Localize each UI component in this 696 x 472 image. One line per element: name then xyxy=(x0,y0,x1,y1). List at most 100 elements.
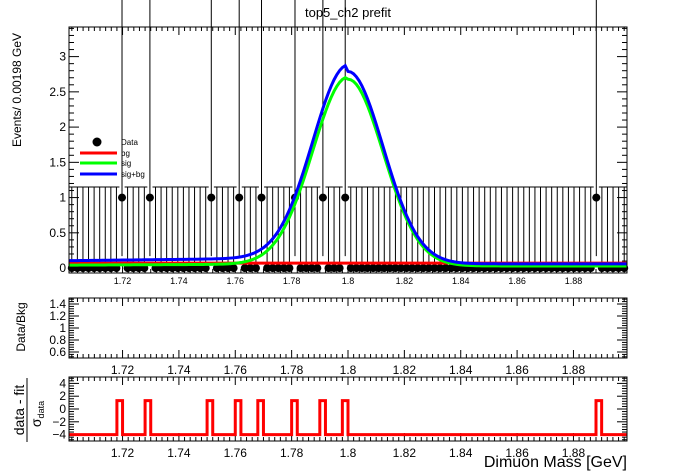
main-y-axis-label: Events/ 0.00198 GeV xyxy=(10,33,24,147)
data-point xyxy=(419,264,428,273)
pull-label-sigma: σ xyxy=(28,418,44,427)
ratio-panel: Data/Bkg 1.72 1.74 1.76 1.78 1.8 1.82 1.84 1.86… xyxy=(14,297,628,377)
pull-x-tick-label: 1.84 xyxy=(449,446,473,460)
data-point xyxy=(285,264,294,273)
main-frame xyxy=(68,26,628,274)
pull-y-axis-label: data - fit σdata xyxy=(11,378,46,442)
pull-label-denominator: σdata xyxy=(28,401,46,427)
ratio-y-tick-label: 1.2 xyxy=(49,309,66,323)
pull-x-tick-label: 1.74 xyxy=(167,446,191,460)
data-point xyxy=(263,264,272,273)
pull-label-numerator: data - fit xyxy=(11,385,27,436)
ratio-x-tick-label: 1.78 xyxy=(280,363,304,377)
data-point xyxy=(324,264,333,273)
data-point xyxy=(196,264,205,273)
ratio-x-tick-label: 1.74 xyxy=(167,363,191,377)
data-point xyxy=(224,264,233,273)
main-y-tick-label: 1 xyxy=(59,191,66,205)
pull-panel: data - fit σdata 1.72 1.74 1.76 1.78 1.8 1.82… xyxy=(11,376,628,471)
pull-y-tick-label: 0 xyxy=(59,402,66,416)
ratio-y-tick-label: 0.8 xyxy=(49,333,66,347)
pull-x-tick-label: 1.86 xyxy=(505,446,529,460)
ratio-x-tick-label: 1.76 xyxy=(224,363,248,377)
main-x-tick-label: 1.82 xyxy=(396,276,414,286)
pull-plot-area: 1.72 1.74 1.76 1.78 1.8 1.82 1.84 1.86 1.88 −4−20… xyxy=(52,376,627,460)
main-x-tick-label: 1.74 xyxy=(170,276,188,286)
pull-y-tick-label: 4 xyxy=(59,376,66,390)
ratio-frame xyxy=(68,297,628,359)
data-point xyxy=(274,264,283,273)
data-point xyxy=(145,193,154,202)
main-x-tick-label: 1.72 xyxy=(114,276,132,286)
main-plot-area: 1.72 1.74 1.76 1.78 1.8 1.82 1.84 1.86 1.88 0 0.5 1… xyxy=(49,0,629,286)
legend-sigbg-label: sig+bg xyxy=(121,170,145,179)
ratio-x-tick-label: 1.72 xyxy=(111,363,135,377)
ratio-x-tick-label: 1.8 xyxy=(340,363,357,377)
pull-series-line xyxy=(69,399,627,437)
main-y-tick-label: 2.5 xyxy=(49,85,66,99)
main-y-tick-label: 1.5 xyxy=(49,155,66,169)
data-point xyxy=(218,264,227,273)
main-x-tick-label: 1.76 xyxy=(227,276,245,286)
ratio-x-tick-label: 1.82 xyxy=(393,363,417,377)
data-point xyxy=(436,264,445,273)
main-y-tick-label: 0 xyxy=(59,261,66,275)
data-point xyxy=(391,264,400,273)
data-point xyxy=(212,264,221,273)
main-x-tick-label: 1.84 xyxy=(452,276,470,286)
ratio-x-tick-label: 1.86 xyxy=(505,363,529,377)
data-point xyxy=(313,264,322,273)
data-point xyxy=(363,264,372,273)
data-point xyxy=(397,264,406,273)
data-point xyxy=(201,264,210,273)
legend-sig-label: sig xyxy=(121,159,131,168)
main-y-tick-label: 0.5 xyxy=(49,226,66,240)
legend-bg-label: bg xyxy=(121,149,130,158)
ratio-y-tick-label: 0.6 xyxy=(49,345,66,359)
main-x-tick-label: 1.88 xyxy=(565,276,583,286)
main-y-tick-label: 3 xyxy=(59,50,66,64)
data-point xyxy=(357,264,366,273)
data-point xyxy=(307,264,316,273)
data-point xyxy=(184,264,193,273)
ratio-plot-area: 1.72 1.74 1.76 1.78 1.8 1.82 1.84 1.86 1.88 0.60.… xyxy=(49,297,627,377)
main-x-tick-label: 1.78 xyxy=(283,276,301,286)
data-point xyxy=(268,264,277,273)
legend: Data bg sig sig+bg xyxy=(80,137,145,179)
main-x-tick-label: 1.8 xyxy=(342,276,355,286)
data-point xyxy=(430,264,439,273)
pull-x-tick-label: 1.72 xyxy=(111,446,135,460)
data-point xyxy=(341,193,350,202)
pull-x-tick-label: 1.82 xyxy=(393,446,417,460)
pull-x-tick-label: 1.78 xyxy=(280,446,304,460)
data-point xyxy=(246,264,255,273)
data-point xyxy=(592,193,601,202)
legend-data-label: Data xyxy=(121,138,138,147)
data-point xyxy=(207,193,216,202)
chart-title: top5_ch2 prefit xyxy=(305,5,391,20)
data-point xyxy=(441,264,450,273)
data-point xyxy=(240,264,249,273)
data-point xyxy=(424,264,433,273)
data-point xyxy=(335,264,344,273)
data-point xyxy=(302,264,311,273)
ratio-x-tick-label: 1.84 xyxy=(449,363,473,377)
data-point xyxy=(385,264,394,273)
pull-x-tick-label: 1.8 xyxy=(340,446,357,460)
pull-frame xyxy=(68,376,628,442)
ratio-y-axis-label: Data/Bkg xyxy=(14,302,28,351)
ratio-y-tick-label: 1.4 xyxy=(49,297,66,311)
data-point xyxy=(413,264,422,273)
data-point xyxy=(369,264,378,273)
legend-data-marker xyxy=(92,137,102,147)
data-point xyxy=(408,264,417,273)
main-x-tick-label: 1.86 xyxy=(508,276,526,286)
pull-label-subscript: data xyxy=(36,401,46,419)
pull-x-tick-label: 1.76 xyxy=(224,446,248,460)
curve-sig-plus-bg xyxy=(68,63,627,266)
data-point xyxy=(352,264,361,273)
data-point xyxy=(318,193,327,202)
data-point xyxy=(279,264,288,273)
pull-y-tick-label: −4 xyxy=(52,428,66,442)
